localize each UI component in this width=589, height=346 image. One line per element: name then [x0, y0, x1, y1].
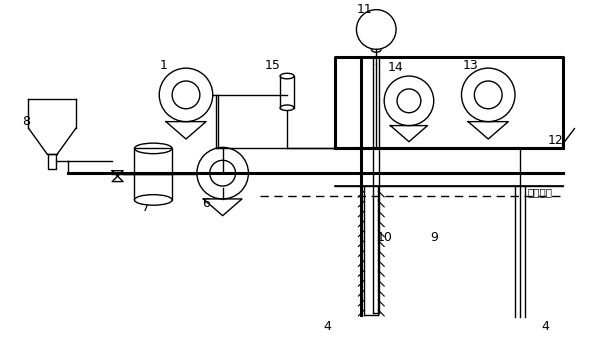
Text: 13: 13: [462, 59, 478, 72]
Text: 地下水位: 地下水位: [528, 187, 553, 197]
Text: 1: 1: [159, 59, 167, 72]
Text: 8: 8: [22, 115, 31, 128]
Bar: [134, 148, 172, 200]
Text: 7: 7: [143, 201, 150, 215]
Text: 4: 4: [324, 320, 332, 333]
Ellipse shape: [280, 105, 294, 110]
Text: 14: 14: [387, 61, 403, 74]
Ellipse shape: [134, 195, 172, 205]
Text: 9: 9: [430, 231, 438, 244]
Text: 6: 6: [202, 197, 210, 210]
Text: 10: 10: [376, 231, 392, 244]
Text: 15: 15: [264, 59, 280, 72]
Text: 11: 11: [356, 3, 372, 16]
Text: 12: 12: [548, 134, 564, 147]
Text: 4: 4: [542, 320, 550, 333]
